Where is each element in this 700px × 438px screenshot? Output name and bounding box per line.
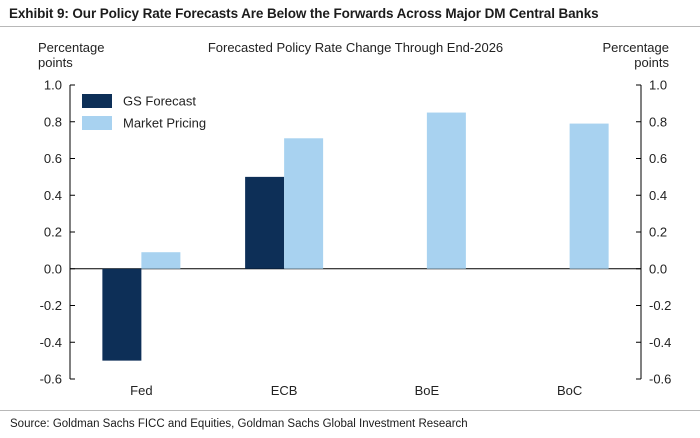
source-divider [0,410,700,411]
right-tick-label: 0.8 [649,114,667,129]
x-tick-label: Fed [130,383,152,398]
chart-title: Forecasted Policy Rate Change Through En… [208,40,503,55]
market-pricing-bar-boe [426,112,466,269]
market-pricing-bar-fed [141,252,181,269]
market-pricing-bar-boc [569,123,609,269]
left-axis-label: points [38,55,73,70]
right-tick-label: -0.2 [649,298,671,313]
left-tick-label: -0.6 [40,372,62,387]
right-tick-label: 0.6 [649,151,667,166]
left-tick-label: -0.4 [40,335,62,350]
legend-label: GS Forecast [123,94,196,109]
exhibit-title: Exhibit 9: Our Policy Rate Forecasts Are… [9,6,599,21]
right-tick-label: -0.4 [649,335,671,350]
left-tick-label: 0.6 [44,151,62,166]
right-tick-label: 0.4 [649,188,667,203]
source-note: Source: Goldman Sachs FICC and Equities,… [10,418,468,430]
left-axis-label: Percentage [38,40,105,55]
x-tick-label: BoC [557,383,582,398]
right-axis-label: points [634,55,669,70]
right-tick-label: 0.2 [649,225,667,240]
left-tick-label: 0.2 [44,225,62,240]
right-axis-label: Percentage [603,40,670,55]
left-tick-label: -0.2 [40,298,62,313]
title-divider [0,26,700,27]
policy-rate-chart: Forecasted Policy Rate Change Through En… [38,40,671,398]
left-tick-label: 0.0 [44,261,62,276]
legend-swatch-gs-forecast [82,94,112,108]
right-tick-label: -0.6 [649,372,671,387]
left-tick-label: 0.8 [44,114,62,129]
left-tick-label: 0.4 [44,188,62,203]
right-tick-label: 1.0 [649,78,667,93]
legend-swatch-market-pricing [82,116,112,130]
x-tick-label: BoE [415,383,440,398]
left-tick-label: 1.0 [44,78,62,93]
x-tick-label: ECB [271,383,298,398]
right-tick-label: 0.0 [649,261,667,276]
gs-forecast-bar-fed [102,268,142,361]
gs-forecast-bar-ecb [245,176,285,269]
legend-label: Market Pricing [123,116,206,131]
market-pricing-bar-ecb [284,138,324,269]
